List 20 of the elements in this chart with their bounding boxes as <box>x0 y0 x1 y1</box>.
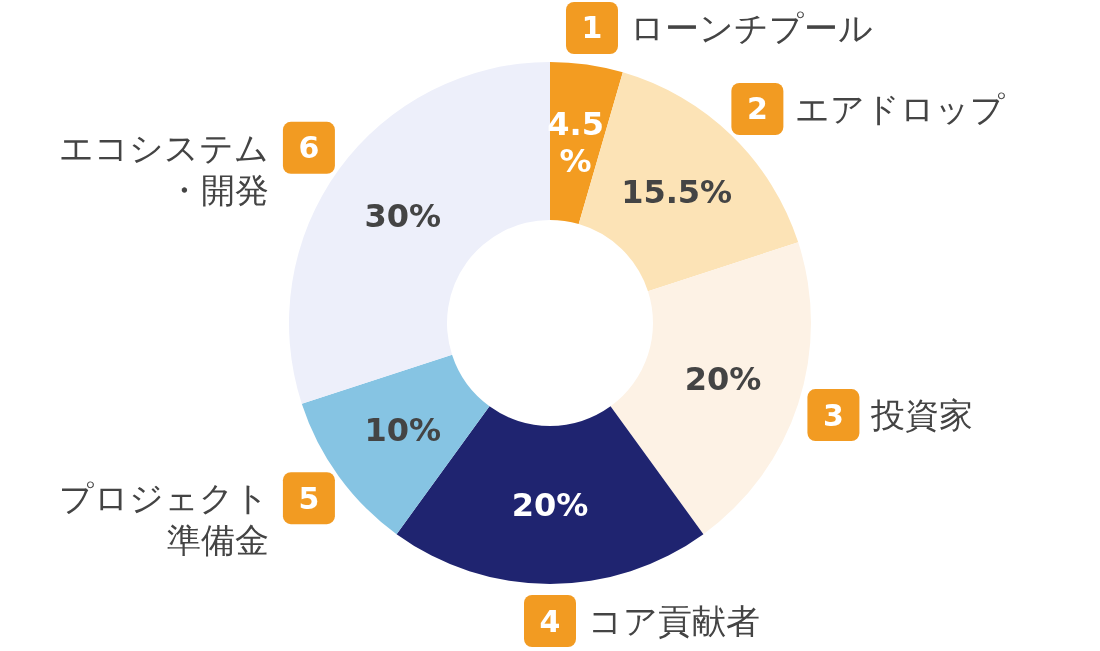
slice-label: 投資家 <box>870 395 974 436</box>
text: 3 <box>822 397 844 433</box>
data-label: 15.5% <box>621 173 733 212</box>
donut-slice <box>610 242 811 535</box>
text: 4 <box>539 603 561 639</box>
donut-slice <box>289 62 550 404</box>
legend-label: ローンチプール <box>629 7 873 48</box>
data-label: 20% <box>684 360 762 399</box>
data-label: 20% <box>511 486 589 524</box>
text: 5 <box>298 480 320 516</box>
slice-label: コア貢献者 <box>588 601 760 641</box>
slice-label: エコシステム・開発 <box>58 127 269 210</box>
slice-label: プロジェクト準備金 <box>58 478 269 561</box>
text: 1 <box>581 10 603 46</box>
data-label: 30% <box>364 197 442 236</box>
text: 6 <box>298 130 320 166</box>
data-label: 10% <box>364 410 442 449</box>
text: 2 <box>746 91 768 127</box>
slice-label: エアドロップ <box>795 89 1006 129</box>
donut-slice <box>301 354 490 535</box>
